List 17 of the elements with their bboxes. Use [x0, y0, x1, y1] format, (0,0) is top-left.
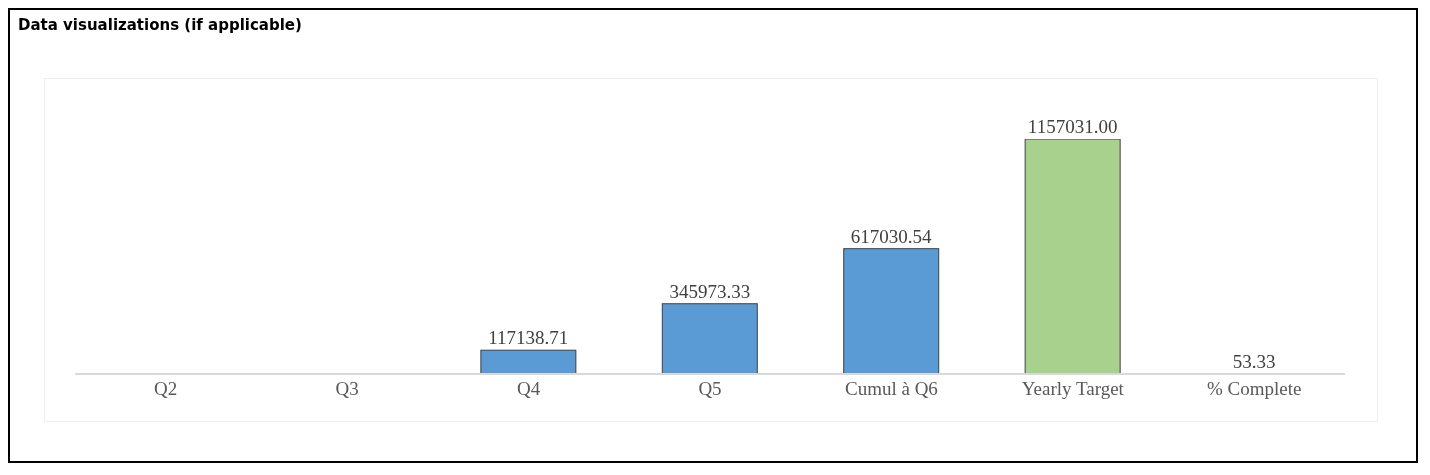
data-label: 53.33 — [1232, 350, 1276, 372]
data-label: 345973.33 — [669, 280, 751, 302]
data-label: 1157031.00 — [1027, 116, 1118, 137]
x-tick-label: Q2 — [154, 378, 178, 400]
bar — [843, 248, 940, 374]
x-tick-label: Q4 — [516, 378, 541, 400]
data-label: 117138.71 — [488, 327, 569, 349]
x-tick-label: Cumul à Q6 — [844, 378, 938, 400]
bar — [1024, 139, 1121, 374]
bar — [661, 303, 758, 374]
x-tick-label: Q5 — [698, 378, 722, 400]
x-tick-label: Yearly Target — [1021, 378, 1125, 400]
bar — [480, 349, 577, 374]
data-label: 617030.54 — [850, 225, 933, 247]
x-tick-label: % Complete — [1207, 378, 1302, 400]
x-tick-label: Q3 — [335, 378, 359, 400]
chart-title: Data visualizations (if applicable) — [17, 15, 303, 36]
